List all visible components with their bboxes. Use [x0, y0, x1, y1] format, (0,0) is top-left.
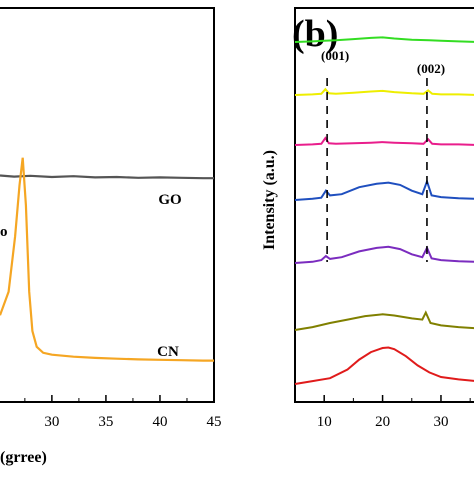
right-series-6 — [294, 346, 474, 385]
left-x-tick-label: 30 — [44, 414, 59, 430]
left-series-cn — [0, 157, 214, 362]
right-y-axis-title: Intensity (a.u.) — [261, 150, 278, 250]
right-series-5 — [294, 310, 474, 331]
right-panel: (b) Intensity (a.u.) 10 20 30 (001) (002) — [261, 7, 474, 430]
right-x-tick-label: 10 — [317, 414, 332, 430]
left-series-go — [0, 174, 214, 180]
right-plot-frame — [294, 7, 474, 403]
right-series-3 — [294, 178, 474, 201]
left-x-tick-label: 40 — [152, 414, 167, 430]
left-x-axis-title: (grree) — [0, 449, 47, 466]
right-peak-label: (001) — [321, 48, 349, 63]
right-series-2 — [294, 136, 474, 146]
right-x-tick-label: 30 — [433, 414, 448, 430]
left-plot-frame — [0, 7, 215, 403]
right-peak-label: (002) — [417, 61, 445, 76]
left-label-cn: CN — [157, 344, 179, 360]
right-series-0 — [294, 36, 474, 43]
right-series-1 — [294, 87, 474, 96]
panel-label-b: (b) — [292, 13, 338, 55]
right-series-4 — [294, 245, 474, 264]
left-panel: 30 35 40 45 GO CN o (grree) — [0, 7, 222, 466]
right-x-tick-label: 20 — [375, 414, 390, 430]
left-partial-peak-label: o — [0, 224, 8, 240]
left-x-tick-label: 45 — [207, 414, 222, 430]
left-x-tick-label: 35 — [98, 414, 113, 430]
left-label-go: GO — [158, 192, 181, 208]
